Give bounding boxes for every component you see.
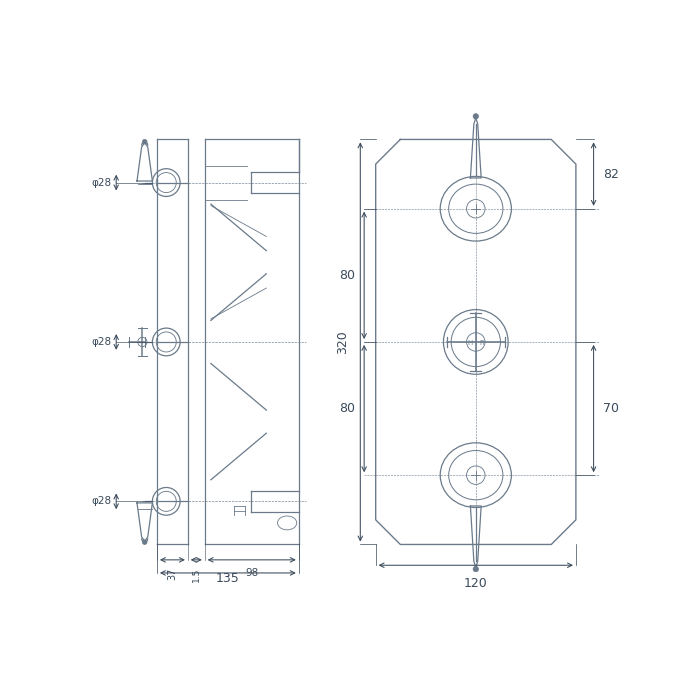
Text: 70: 70 xyxy=(603,402,619,415)
Text: 120: 120 xyxy=(464,577,488,590)
Text: R: R xyxy=(480,340,484,346)
Circle shape xyxy=(473,566,479,572)
Text: 1.5: 1.5 xyxy=(192,568,201,582)
Text: 80: 80 xyxy=(339,269,355,282)
Text: 320: 320 xyxy=(336,330,349,354)
Text: 98: 98 xyxy=(245,568,258,578)
Text: φ28: φ28 xyxy=(92,337,111,347)
Text: φ28: φ28 xyxy=(92,496,111,506)
Text: 80: 80 xyxy=(339,402,355,415)
Text: 135: 135 xyxy=(216,571,239,584)
Circle shape xyxy=(142,540,147,545)
Circle shape xyxy=(142,139,147,144)
Text: 82: 82 xyxy=(603,167,619,181)
Text: H: H xyxy=(467,340,473,346)
Text: φ28: φ28 xyxy=(92,178,111,188)
Text: 37: 37 xyxy=(167,568,177,580)
Circle shape xyxy=(473,113,479,119)
